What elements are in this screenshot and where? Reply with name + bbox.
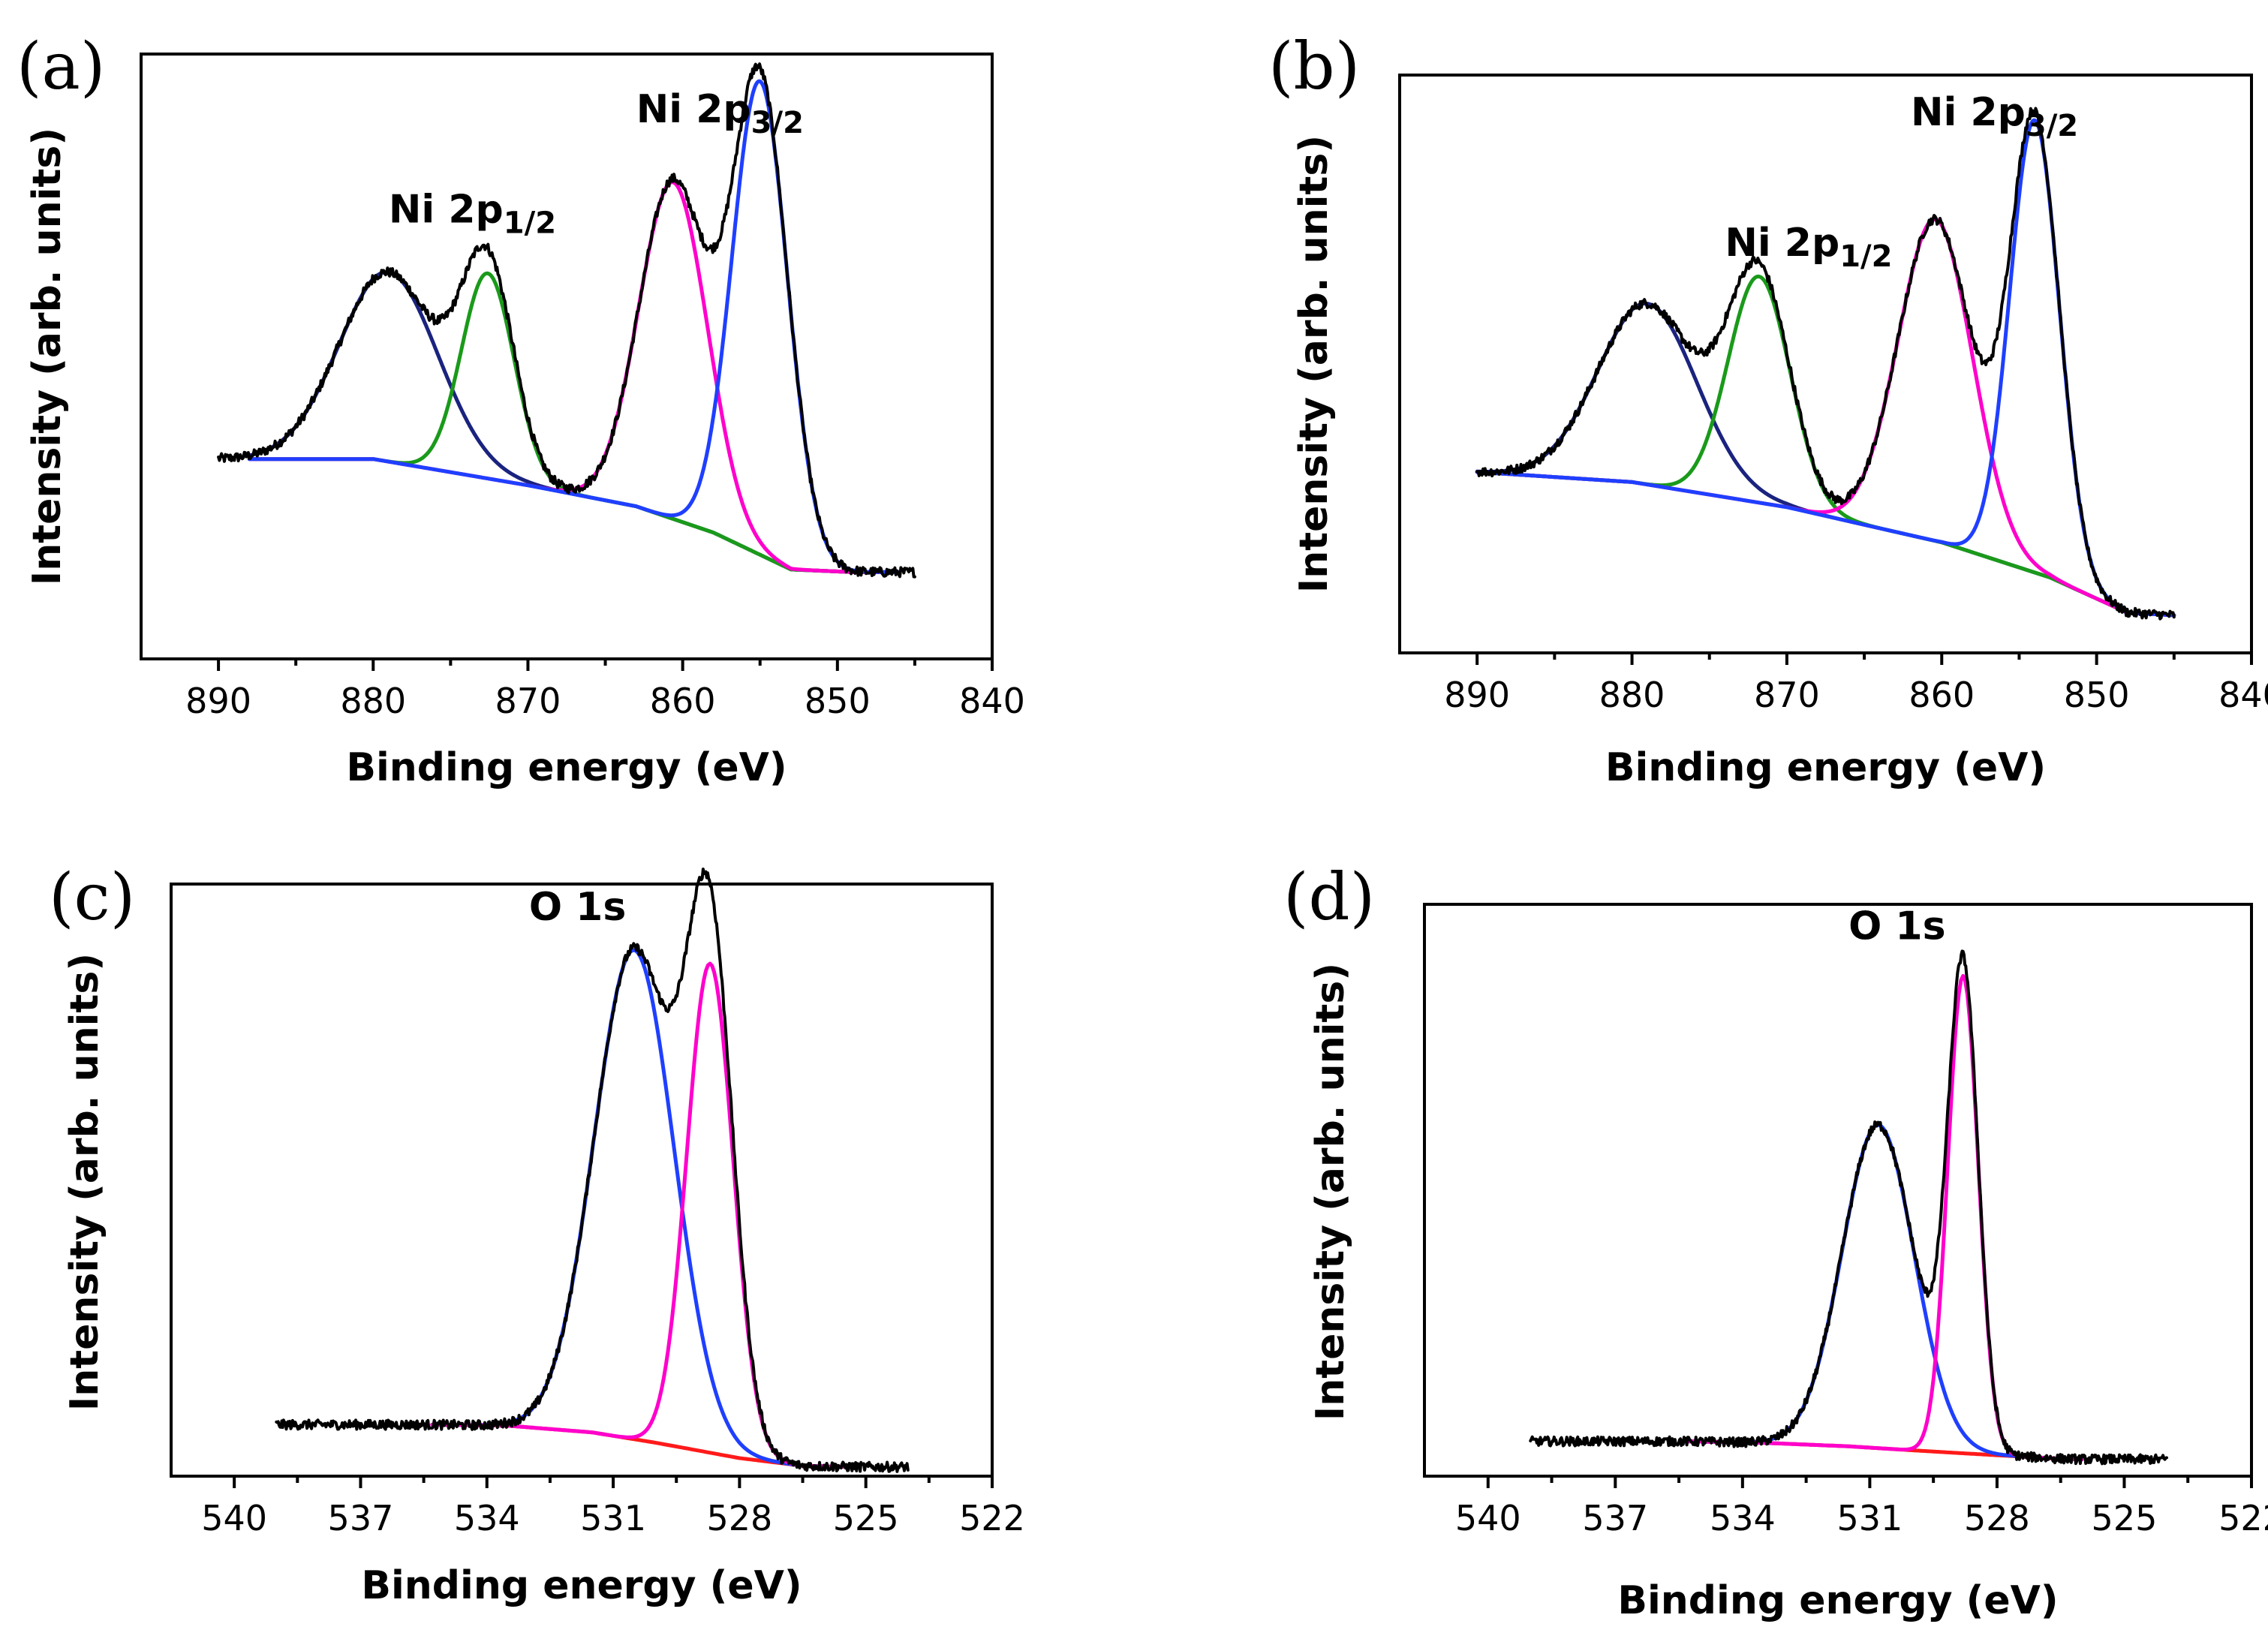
experimental-data-line <box>1529 949 2168 1466</box>
experimental-data-line <box>1475 107 2176 621</box>
plot-frame <box>1423 903 2253 1478</box>
fit-line-fit2 <box>1475 274 2176 618</box>
experimental-data-line <box>217 62 916 579</box>
x-tick-label: 534 <box>454 1498 520 1538</box>
experimental-data-line <box>275 868 910 1473</box>
plot-frame <box>1398 74 2253 654</box>
fit-line-fit3 <box>1685 973 2084 1461</box>
fit-line-fit3 <box>430 961 856 1469</box>
panel-letter: (c) <box>49 860 135 935</box>
panel-letter: (b) <box>1268 29 1360 104</box>
x-tick-label: 522 <box>959 1498 1025 1538</box>
fit-line-fit4 <box>1685 1123 2084 1461</box>
x-tick-label: 890 <box>185 681 251 721</box>
fit-line-fit1 <box>1475 301 2176 618</box>
x-axis-title: Binding energy (eV) <box>346 745 787 790</box>
x-tick-label: 870 <box>495 681 561 721</box>
x-tick-label: 850 <box>805 681 871 721</box>
x-axis-title: Binding energy (eV) <box>1617 1578 2058 1623</box>
panel-c: (c) 540 537 534 531 528 525 522 Binding energy (… <box>49 860 1025 1608</box>
x-tick-label: 890 <box>1444 675 1510 715</box>
y-axis-title: Intensity (arb. units) <box>62 953 107 1411</box>
x-tick-label: 850 <box>2064 675 2130 715</box>
x-tick-label: 880 <box>1599 675 1665 715</box>
panel-letter: (a) <box>17 29 105 104</box>
x-axis-title: Binding energy (eV) <box>361 1563 802 1608</box>
panel-d: (d) 540 537 534 531 528 525 522 Binding energy (… <box>1283 860 2268 1623</box>
x-tick-label: 540 <box>1455 1498 1521 1538</box>
x-tick-label: 531 <box>580 1498 646 1538</box>
x-tick-label: 528 <box>1964 1498 2030 1538</box>
x-tick-label: 525 <box>2092 1498 2158 1538</box>
x-tick-label: 860 <box>1909 675 1975 715</box>
panel-b: (b) 890 880 870 860 850 840 Binding energy (eV)… <box>1268 29 2268 790</box>
x-tick-label: 880 <box>340 681 406 721</box>
fit-line-fit4 <box>430 948 856 1469</box>
peak-annotation: O 1s <box>1848 904 1945 949</box>
x-tick-label: 870 <box>1754 675 1820 715</box>
x-tick-label: 522 <box>2218 1498 2268 1538</box>
x-tick-label: 537 <box>328 1498 394 1538</box>
x-tick-label: 860 <box>650 681 716 721</box>
x-tick-label: 534 <box>1710 1498 1776 1538</box>
peak-annotation: Ni 2p3/2 <box>1911 90 2078 143</box>
x-tick-label: 537 <box>1582 1498 1648 1538</box>
panel-letter: (d) <box>1283 860 1375 935</box>
fit-line-fit4 <box>1475 118 2176 618</box>
plot-frame <box>170 883 994 1478</box>
x-tick-label: 840 <box>2218 675 2268 715</box>
fit-line-fit3 <box>247 180 901 574</box>
peak-annotation: Ni 2p1/2 <box>389 187 556 240</box>
y-axis-title: Intensity (arb. units) <box>1292 135 1337 593</box>
peak-annotation: Ni 2p3/2 <box>636 87 804 140</box>
x-axis-title: Binding energy (eV) <box>1605 745 2046 790</box>
x-tick-label: 528 <box>706 1498 772 1538</box>
plot-frame <box>140 53 994 660</box>
panel-a: (a) 890 880 870 860 850 840 Binding energy (eV)… <box>17 29 1025 790</box>
y-axis-title: Intensity (arb. units) <box>1308 963 1353 1421</box>
peak-annotation: Ni 2p1/2 <box>1725 221 1892 274</box>
x-tick-label: 525 <box>833 1498 899 1538</box>
peak-annotation: O 1s <box>529 885 626 930</box>
y-axis-title: Intensity (arb. units) <box>25 128 70 585</box>
x-tick-label: 531 <box>1836 1498 1903 1538</box>
x-tick-label: 840 <box>959 681 1025 721</box>
x-tick-label: 540 <box>201 1498 267 1538</box>
